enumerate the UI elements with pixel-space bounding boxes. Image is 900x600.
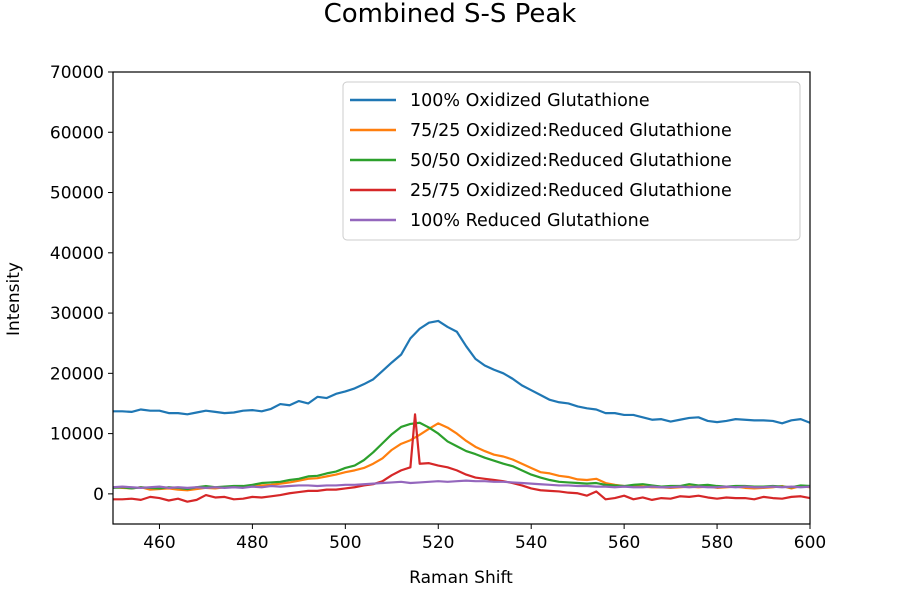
y-axis: 0 10000 20000 30000 40000 50000 60000 70000 bbox=[50, 63, 113, 505]
legend-label: 100% Oxidized Glutathione bbox=[410, 91, 650, 111]
x-tick-label: 460 bbox=[143, 533, 175, 553]
y-tick-label: 20000 bbox=[50, 364, 104, 384]
y-tick-label: 10000 bbox=[50, 425, 104, 445]
y-tick-label: 60000 bbox=[50, 123, 104, 143]
series-line-3 bbox=[113, 421, 810, 491]
x-tick-label: 540 bbox=[515, 533, 547, 553]
legend-label: 50/50 Oxidized:Reduced Glutathione bbox=[410, 151, 732, 171]
y-tick-label: 30000 bbox=[50, 304, 104, 324]
x-tick-label: 580 bbox=[701, 533, 733, 553]
y-tick-label: 0 bbox=[93, 485, 104, 505]
series-line-5 bbox=[113, 479, 810, 489]
plot-frame bbox=[112, 71, 811, 525]
y-tick-label: 70000 bbox=[50, 63, 104, 83]
y-axis-label: Intensity bbox=[4, 262, 24, 336]
x-axis: 460 480 500 520 540 560 580 600 bbox=[143, 524, 826, 553]
legend-label: 75/25 Oxidized:Reduced Glutathione bbox=[410, 121, 732, 141]
y-tick-label: 50000 bbox=[50, 184, 104, 204]
legend-label: 25/75 Oxidized:Reduced Glutathione bbox=[410, 181, 732, 201]
x-tick-label: 480 bbox=[236, 533, 268, 553]
x-tick-label: 500 bbox=[329, 533, 361, 553]
legend-label: 100% Reduced Glutathione bbox=[410, 211, 649, 231]
series-line-4 bbox=[113, 413, 810, 503]
legend: 100% Oxidized Glutathione 75/25 Oxidized:… bbox=[342, 81, 801, 241]
legend-box bbox=[342, 81, 801, 241]
chart-title: Combined S-S Peak bbox=[324, 0, 577, 29]
x-tick-label: 600 bbox=[794, 533, 826, 553]
y-tick-label: 40000 bbox=[50, 244, 104, 264]
x-axis-label: Raman Shift bbox=[409, 568, 513, 588]
x-tick-label: 520 bbox=[422, 533, 454, 553]
x-tick-label: 560 bbox=[608, 533, 640, 553]
series-line-1 bbox=[113, 319, 810, 425]
plot-area bbox=[113, 319, 810, 503]
